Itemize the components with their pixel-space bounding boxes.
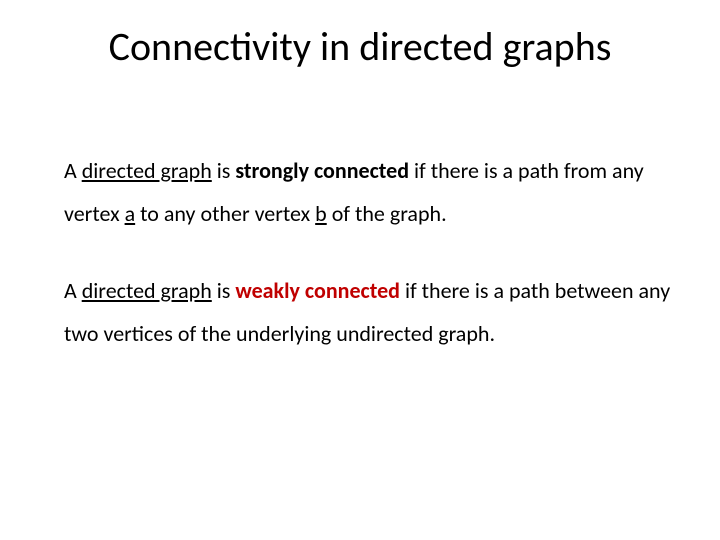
term-strongly-connected: strongly connected (235, 157, 409, 184)
paragraph-weakly-connected: A directed graph is weakly connected if … (64, 270, 672, 356)
text-run: to any other vertex (135, 200, 315, 227)
text-run: of the graph. (327, 200, 447, 227)
term-directed-graph: directed graph (82, 277, 212, 304)
text-run: is (212, 277, 236, 304)
vertex-b: b (315, 200, 327, 227)
slide: Connectivity in directed graphs A direct… (0, 0, 720, 540)
term-directed-graph: directed graph (82, 157, 212, 184)
text-run: is (212, 157, 236, 184)
slide-body: A directed graph is strongly connected i… (64, 150, 672, 390)
text-run: A (64, 157, 82, 184)
text-run: A (64, 277, 82, 304)
vertex-a: a (125, 200, 136, 227)
paragraph-strongly-connected: A directed graph is strongly connected i… (64, 150, 672, 236)
slide-title: Connectivity in directed graphs (0, 22, 720, 71)
term-weakly-connected: weakly connected (235, 277, 400, 304)
